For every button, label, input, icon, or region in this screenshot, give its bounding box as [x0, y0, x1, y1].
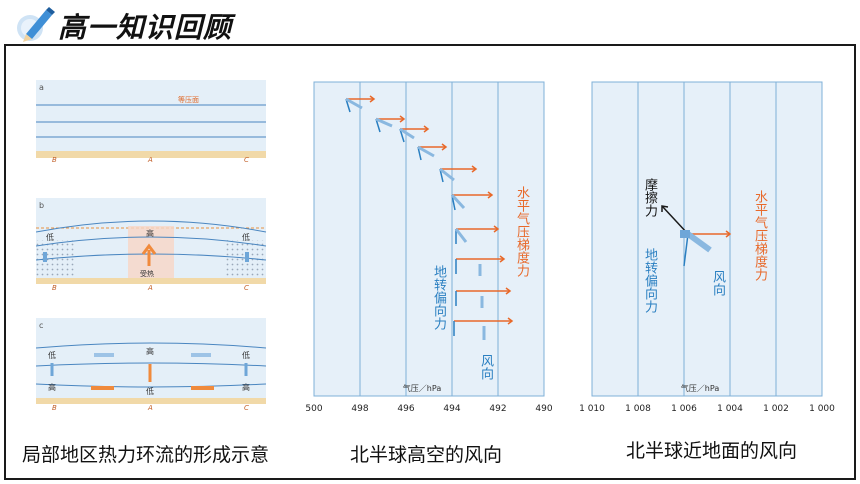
ground-c-2: C [244, 284, 249, 292]
thermal-panel-c: c 低 高 低 高 低 高 B A C [36, 318, 267, 412]
upper-low-right: 低 [242, 350, 250, 360]
panel-c-tag: c [39, 321, 43, 330]
upper-tick-0: 500 [305, 404, 322, 414]
surface-wind-label: 风向 [710, 270, 725, 296]
surface-coriolis-label: 地转偏向力 [642, 248, 657, 313]
surface-friction-label: 摩擦力 [642, 178, 657, 217]
surface-wind-diagram: 1 010 1 008 1 006 1 004 1 002 1 000 气压／h… [579, 81, 835, 414]
low-right-b: 低 [242, 232, 250, 242]
thermal-panel-a: a 等压面 B A C [36, 80, 266, 164]
isobar-label: 等压面 [178, 95, 199, 104]
header-divider [4, 44, 856, 46]
ground-b-3: B [52, 404, 57, 412]
surface-tick-2: 1 006 [671, 404, 697, 414]
high-mid-b: 高 [146, 228, 154, 238]
ground-a: A [147, 156, 153, 164]
page-title: 高一知识回顾 [58, 11, 233, 44]
upper-isobars [359, 82, 499, 396]
surface-pgf-label: 水平气压梯度力 [752, 190, 767, 281]
upper-tick-5: 490 [535, 404, 552, 414]
ground-c-3: C [244, 404, 249, 412]
surface-axis-ticks: 1 010 1 008 1 006 1 004 1 002 1 000 [579, 404, 835, 414]
upper-pgf-label: 水平气压梯度力 [514, 186, 529, 277]
ground-a-3: A [147, 404, 153, 412]
upper-tick-1: 498 [351, 404, 368, 414]
heat-label: 受热 [140, 269, 154, 278]
upper-tick-3: 494 [443, 404, 460, 414]
surface-tick-5: 1 000 [809, 404, 835, 414]
caption-thermal: 局部地区热力环流的形成示意 [22, 444, 270, 466]
low-left-b: 低 [46, 232, 54, 242]
ground-b: B [52, 156, 57, 164]
frame-bottom [4, 478, 856, 480]
upper-tick-2: 496 [397, 404, 414, 414]
panel-b-tag: b [39, 201, 44, 210]
upper-axis-ticks: 500 498 496 494 492 490 [305, 404, 552, 414]
caption-upper-wind: 北半球高空的风向 [350, 444, 503, 466]
caption-surface-wind: 北半球近地面的风向 [626, 440, 798, 462]
upper-wind-diagram: 500 498 496 494 492 490 气压／hPa [305, 81, 553, 414]
upper-low-left: 低 [48, 350, 56, 360]
panel-a-tag: a [39, 83, 44, 92]
upper-tick-4: 492 [489, 404, 506, 414]
lower-high-right: 高 [242, 382, 250, 392]
upper-high-mid: 高 [146, 346, 154, 356]
surface-tick-4: 1 002 [763, 404, 789, 414]
surface-tick-3: 1 004 [717, 404, 743, 414]
surface-tick-0: 1 010 [579, 404, 605, 414]
upper-coriolis-label: 地转偏向力 [431, 265, 446, 330]
ground-c: C [244, 156, 249, 164]
surface-isobars [637, 82, 777, 396]
surface-tick-1: 1 008 [625, 404, 651, 414]
upper-wind-label: 风向 [478, 354, 493, 380]
surface-axis-label: 气压／hPa [681, 383, 720, 393]
upper-axis-label: 气压／hPa [403, 383, 442, 393]
thermal-circulation-diagram: a 等压面 B A C b 低 高 低 受热 [36, 80, 267, 412]
surface-force-arrows [661, 205, 732, 267]
thermal-panel-b: b 低 高 低 受热 B A C [36, 198, 267, 292]
lower-high-left: 高 [48, 382, 56, 392]
ground-b-2: B [52, 284, 57, 292]
title-bar: 高一知识回顾 [0, 0, 860, 48]
pencil-icon [17, 7, 55, 42]
lower-low-mid: 低 [146, 386, 154, 396]
upper-force-arrows [345, 95, 514, 340]
frame-right [854, 44, 856, 480]
ground-a-2: A [147, 284, 153, 292]
frame-left [4, 44, 6, 480]
